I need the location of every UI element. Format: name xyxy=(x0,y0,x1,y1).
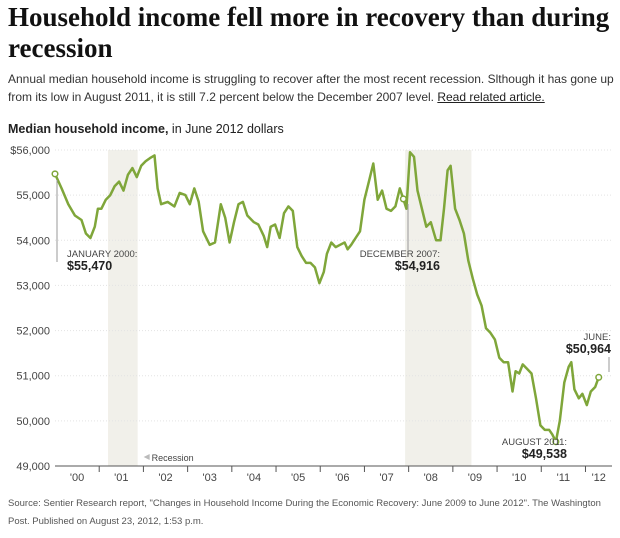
recession-label-arrow xyxy=(143,454,150,460)
recession-label: Recession xyxy=(152,453,194,463)
august-2011-label: AUGUST 2011: xyxy=(502,437,567,448)
chart-heading-bold: Median household income, xyxy=(8,122,169,136)
august-2011-value: $49,538 xyxy=(522,447,567,461)
x-tick-label-12: '12 xyxy=(592,472,606,484)
recession-band-2 xyxy=(405,150,472,466)
y-tick-label-56000: $56,000 xyxy=(10,145,50,157)
y-tick-label-50000: 50,000 xyxy=(16,416,50,428)
x-tick-label-2: '02 xyxy=(158,472,172,484)
y-tick-label-51000: 51,000 xyxy=(16,371,50,383)
june-2012-marker xyxy=(595,373,603,381)
august-2011-marker xyxy=(552,438,560,446)
chart-heading-unit: in June 2012 dollars xyxy=(168,122,284,136)
x-tick-label-8: '08 xyxy=(424,472,438,484)
december-2007-value: $54,916 xyxy=(395,259,440,273)
y-tick-label-49000: 49,000 xyxy=(16,461,50,473)
december-2007-marker xyxy=(399,195,407,203)
x-tick-label-4: '04 xyxy=(247,472,261,484)
y-tick-label-54000: 54,000 xyxy=(16,235,50,247)
x-tick-label-10: '10 xyxy=(512,472,526,484)
january-2000-value: $55,470 xyxy=(67,259,112,273)
x-tick-label-6: '06 xyxy=(335,472,349,484)
y-tick-label-52000: 52,000 xyxy=(16,326,50,338)
related-article-link[interactable]: Read related article. xyxy=(437,90,545,104)
january-2000-marker xyxy=(51,170,59,178)
x-tick-label-11: '11 xyxy=(557,472,571,484)
x-tick-label-5: '05 xyxy=(291,472,305,484)
x-tick-label-9: '09 xyxy=(468,472,482,484)
x-tick-label-7: '07 xyxy=(379,472,393,484)
y-tick-label-55000: 55,000 xyxy=(16,190,50,202)
recession-band-1 xyxy=(108,150,138,466)
source-note: Source: Sentier Research report, "Change… xyxy=(8,498,601,527)
subtitle-text: Annual median household income is strugg… xyxy=(8,72,614,104)
chart-subtitle: Annual median household income is strugg… xyxy=(8,70,614,106)
chart-title: Household income fell more in recovery t… xyxy=(8,2,610,63)
june-2012-label: JUNE: xyxy=(584,332,611,343)
december-2007-label: DECEMBER 2007: xyxy=(360,249,440,260)
june-2012-value: $50,964 xyxy=(566,342,611,356)
x-tick-label-1: '01 xyxy=(114,472,128,484)
income-series-line xyxy=(53,151,600,443)
january-2000-label: JANUARY 2000: xyxy=(67,249,137,260)
x-tick-label-3: '03 xyxy=(203,472,217,484)
x-tick-label-0: '00 xyxy=(70,472,84,484)
y-tick-label-53000: 53,000 xyxy=(16,280,50,292)
chart-heading: Median household income, in June 2012 do… xyxy=(8,122,284,136)
